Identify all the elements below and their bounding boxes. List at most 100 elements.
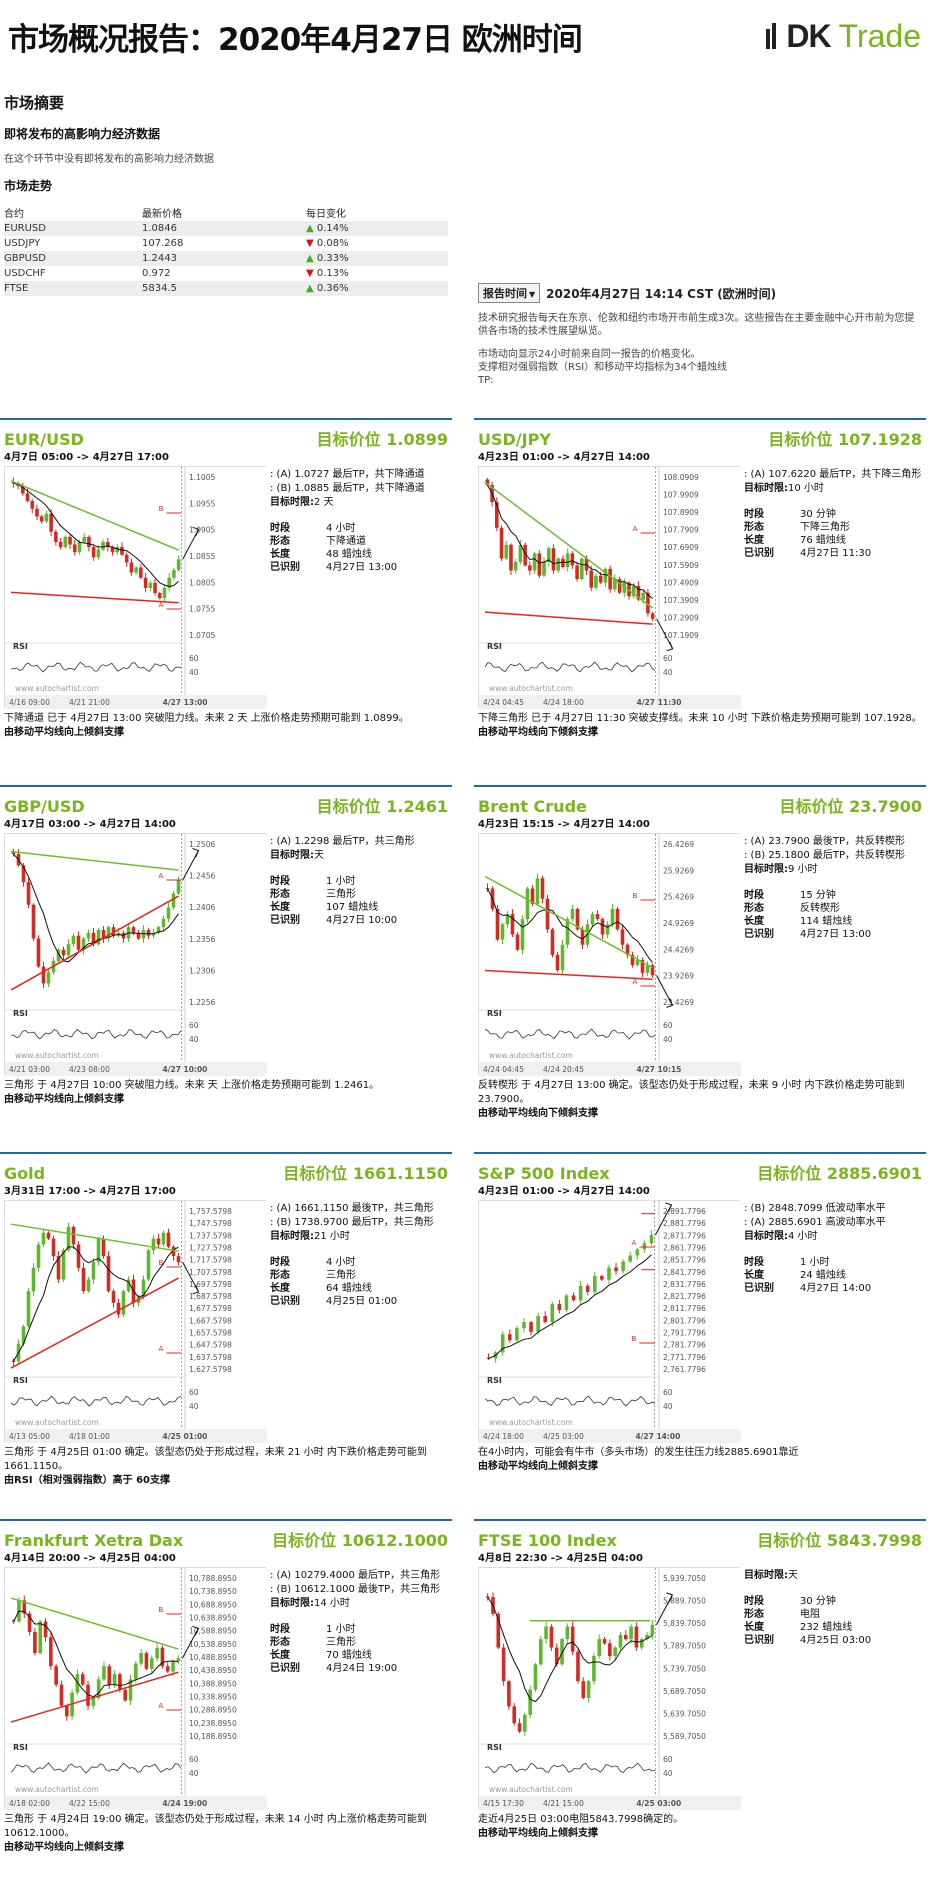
brand-logo[interactable]: DK Trade xyxy=(766,16,921,56)
candle-body xyxy=(176,880,181,894)
report-time-dropdown[interactable]: 报告时间 ▼ xyxy=(478,283,541,303)
price-chart[interactable]: 1.1005 1.0955 1.0905 1.0855 1.0805 1.0755 1.07… xyxy=(4,466,267,709)
y-tick-label: 1,677.5798 xyxy=(189,1304,232,1313)
y-tick-label: 2,791.7796 xyxy=(663,1329,706,1338)
candle-body xyxy=(171,1660,175,1672)
row-symbol: USDJPY xyxy=(4,238,41,249)
target-point-text: : (A) 1.0727 最后TP，共下降通道 xyxy=(270,469,425,480)
y-tick-label: 107.7909 xyxy=(663,526,699,535)
chart-bg xyxy=(5,467,267,709)
candle-body xyxy=(634,1626,639,1648)
candle-body xyxy=(629,1626,633,1640)
pattern-description: 三角形 于 4月25日 01:00 确定。该型态仍处于形成过程，未来 21 小时… xyxy=(4,1446,448,1488)
rsi-tick-label: 60 xyxy=(663,1755,673,1764)
rsi-tick-label: 60 xyxy=(663,1388,673,1397)
rsi-label: RSI xyxy=(13,1743,28,1752)
description-text: 反转楔形 于 4月27日 13:00 确定。该型态仍处于形成过程，未来 9 小时… xyxy=(478,1080,905,1105)
y-tick-label: 107.6909 xyxy=(663,543,699,552)
date-range: 4月17日 03:00 -> 4月27日 14:00 xyxy=(4,819,176,830)
arrow-down-icon: ▼ xyxy=(306,238,317,249)
pattern-info: : (A) 1.0727 最后TP，共下降通道: (B) 1.0885 最后TP… xyxy=(270,468,452,574)
y-tick-label: 10,538.8950 xyxy=(189,1640,237,1649)
candle-body xyxy=(21,1326,26,1344)
candle-body xyxy=(141,1279,146,1298)
candle-body xyxy=(176,1256,181,1262)
report-header: 市场概况报告：2020年4月27日 欧洲时间 DK Trade xyxy=(0,0,929,78)
moving-average-line xyxy=(486,484,653,599)
chart-svg: 5,939.7050 5,889.7050 5,839.7050 5,789.7050… xyxy=(479,1568,741,1810)
price-chart[interactable]: 5,939.7050 5,889.7050 5,839.7050 5,789.7050… xyxy=(478,1567,741,1810)
price-chart[interactable]: 10,788.8950 10,738.8950 10,688.8950 10,638.… xyxy=(4,1567,267,1810)
instrument-panel: EUR/USD 目标价位 1.0899 4月7日 05:00 -> 4月27日 17… xyxy=(0,418,452,783)
y-tick-label: 1.0705 xyxy=(189,631,215,640)
instrument-name[interactable]: Gold xyxy=(4,1164,46,1183)
y-tick-label: 23.9269 xyxy=(663,972,694,981)
candle-body xyxy=(485,1596,490,1598)
candle-body xyxy=(520,919,525,950)
instrument-name[interactable]: Frankfurt Xetra Dax xyxy=(4,1531,184,1550)
candle-body xyxy=(580,929,585,945)
candle-body xyxy=(500,924,505,940)
candle-body xyxy=(505,914,510,925)
candle-body xyxy=(80,1674,85,1685)
candle-body xyxy=(605,924,610,935)
y-tick-label: 10,638.8950 xyxy=(189,1614,237,1623)
date-range: 4月23日 01:00 -> 4月27日 14:00 xyxy=(478,452,650,463)
y-tick-label: 24.9269 xyxy=(663,919,694,928)
candle-body xyxy=(528,1689,532,1715)
price-chart[interactable]: 1.2506 1.2456 1.2406 1.2356 1.2306 1.2256 A RSI… xyxy=(4,833,267,1076)
report-time-value: 2020年4月27日 14:14 CST (欧洲时间) xyxy=(546,286,777,301)
candle-body xyxy=(11,851,16,855)
candle-body xyxy=(156,927,161,933)
candle-body xyxy=(627,582,631,597)
candle-body xyxy=(91,1261,96,1280)
instrument-name[interactable]: S&P 500 Index xyxy=(478,1164,610,1183)
support-indicator-text: 由移动平均线向下倾斜支撑 xyxy=(478,727,598,738)
target-time-row: 目标时限: 2 天 xyxy=(270,497,334,508)
candle-body xyxy=(59,1684,64,1706)
price-chart[interactable]: 108.0909 107.9909 107.8909 107.7909 107.6909… xyxy=(478,466,741,709)
y-tick-label: 1.0905 xyxy=(189,526,215,535)
candle-body xyxy=(499,527,504,559)
y-tick-label: 5,889.7050 xyxy=(663,1597,706,1606)
y-tick-label: 1,747.5798 xyxy=(189,1219,232,1228)
date-range: 4月23日 15:15 -> 4月27日 14:00 xyxy=(478,819,650,830)
chart-svg: 26.4269 25.9269 25.4269 24.9269 24.4269 23.92… xyxy=(479,834,741,1076)
price-chart[interactable]: 26.4269 25.9269 25.4269 24.9269 24.4269 23.92… xyxy=(478,833,741,1076)
candle-body xyxy=(68,536,72,545)
info-row-length: 长度 24 蜡烛线 xyxy=(744,1270,846,1281)
instrument-name[interactable]: GBP/USD xyxy=(4,797,85,816)
arrow-head-icon xyxy=(666,998,674,1008)
candle-body xyxy=(11,1360,16,1362)
pattern-description: 下降通道 已于 4月27日 13:00 突破阻力线。未来 2 天 上涨价格走势预… xyxy=(4,712,448,740)
candle-body xyxy=(75,1674,80,1693)
instrument-name[interactable]: FTSE 100 Index xyxy=(478,1531,617,1550)
target-point-text: : (B) 10612.1000 最後TP，共三角形 xyxy=(270,1584,441,1595)
instrument-name[interactable]: USD/JPY xyxy=(478,430,551,449)
candle-body xyxy=(630,954,635,966)
candle-body xyxy=(54,531,58,542)
instrument-name[interactable]: EUR/USD xyxy=(4,430,84,449)
x-tick-label: 4/25 03:00 xyxy=(636,1799,681,1808)
candle-body xyxy=(46,972,51,984)
instrument-panel: S&P 500 Index 目标价位 2885.6901 4月23日 01:00 -… xyxy=(474,1152,926,1517)
pattern-info: : (A) 23.7900 最後TP，共反转楔形: (B) 25.1800 最后… xyxy=(744,835,926,941)
chart-svg: 1,757.5798 1,747.5798 1,737.5798 1,727.5798… xyxy=(5,1201,267,1443)
candle-body xyxy=(528,565,532,571)
chart-svg: 108.0909 107.9909 107.8909 107.7909 107.6909… xyxy=(479,467,741,709)
support-indicator-text: 由移动平均线向上倾斜支撑 xyxy=(478,1828,598,1839)
candle-body xyxy=(157,593,162,599)
target-price: 目标价位 1.0899 xyxy=(316,430,448,449)
candle-body xyxy=(607,1267,611,1280)
candle-body xyxy=(161,918,166,928)
candle-body xyxy=(153,582,157,594)
y-tick-label: 108.0909 xyxy=(663,473,699,482)
support-indicator-text: 由移动平均线向上倾斜支撑 xyxy=(4,1094,124,1105)
info-row-length: 长度 76 蜡烛线 xyxy=(744,535,846,546)
rsi-tick-label: 60 xyxy=(189,654,199,663)
info-row-pattern: 形态 电阻 xyxy=(744,1609,820,1620)
price-chart[interactable]: 1,757.5798 1,747.5798 1,737.5798 1,727.5798… xyxy=(4,1200,267,1443)
instrument-name[interactable]: Brent Crude xyxy=(478,797,587,816)
price-chart[interactable]: 2,891.7796 2,881.7796 2,871.7796 2,861.7796… xyxy=(478,1200,741,1443)
y-tick-label: 1,627.5798 xyxy=(189,1365,232,1374)
